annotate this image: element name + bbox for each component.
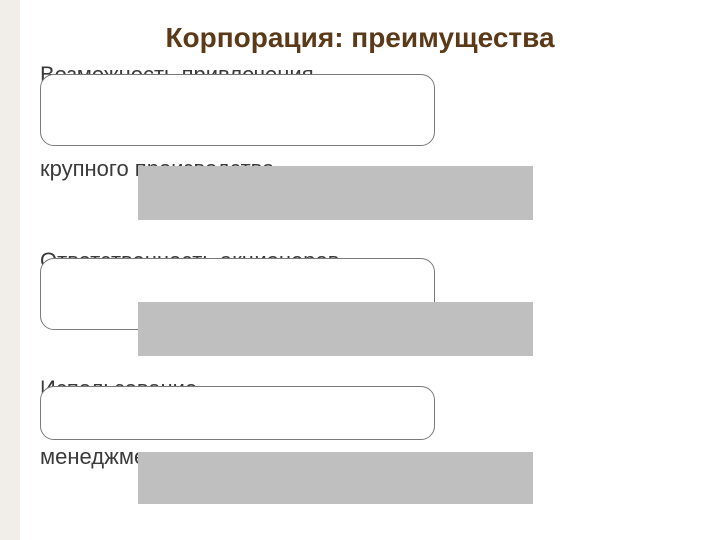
- grey-box-3: [138, 302, 533, 356]
- left-accent-bar: [0, 0, 20, 540]
- grey-box-1: [138, 166, 533, 220]
- grey-box-5: [138, 452, 533, 504]
- white-box-0: [40, 74, 435, 146]
- white-box-4: [40, 386, 435, 440]
- page-title: Корпорация: преимущества: [0, 22, 720, 54]
